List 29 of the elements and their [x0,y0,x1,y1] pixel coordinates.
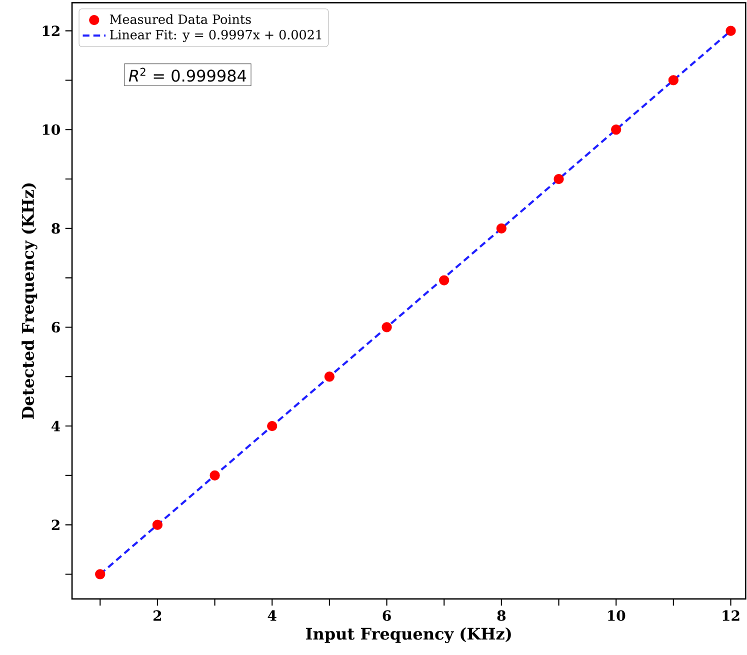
x-tick-label: 12 [722,610,740,621]
point [267,420,278,432]
legend-label: Measured Data Points [110,14,251,24]
point [95,569,106,580]
point [726,26,736,36]
x-tick-label: 8 [497,610,506,621]
y-tick-label: 2 [52,520,60,530]
x-axis-title: Input Frequency (KHz) [306,627,511,644]
x-tick-label: 4 [268,610,276,621]
point [324,372,335,382]
x-tick-label: 2 [154,610,162,621]
x-tick-label: 6 [382,610,391,621]
point [554,174,564,184]
y-tick-label: 12 [42,26,60,36]
y-tick-label: 6 [52,322,60,333]
point [496,223,507,234]
point [439,275,450,286]
point [210,470,220,481]
y-tick-label: 8 [52,223,60,234]
legend-label: Linear Fit: y = 0.9997x + 0.0021 [110,30,322,42]
y-tick-label: 10 [42,124,60,135]
point [152,520,163,530]
point [382,322,392,332]
point [668,75,678,86]
point [611,124,622,135]
annotation: R$^{2}$ = 0.999984 [128,68,246,82]
y-tick-label: 4 [51,420,60,432]
y-axis-title: Detected Frequency (KHz) [22,183,38,420]
x-tick-label: 10 [608,610,626,621]
